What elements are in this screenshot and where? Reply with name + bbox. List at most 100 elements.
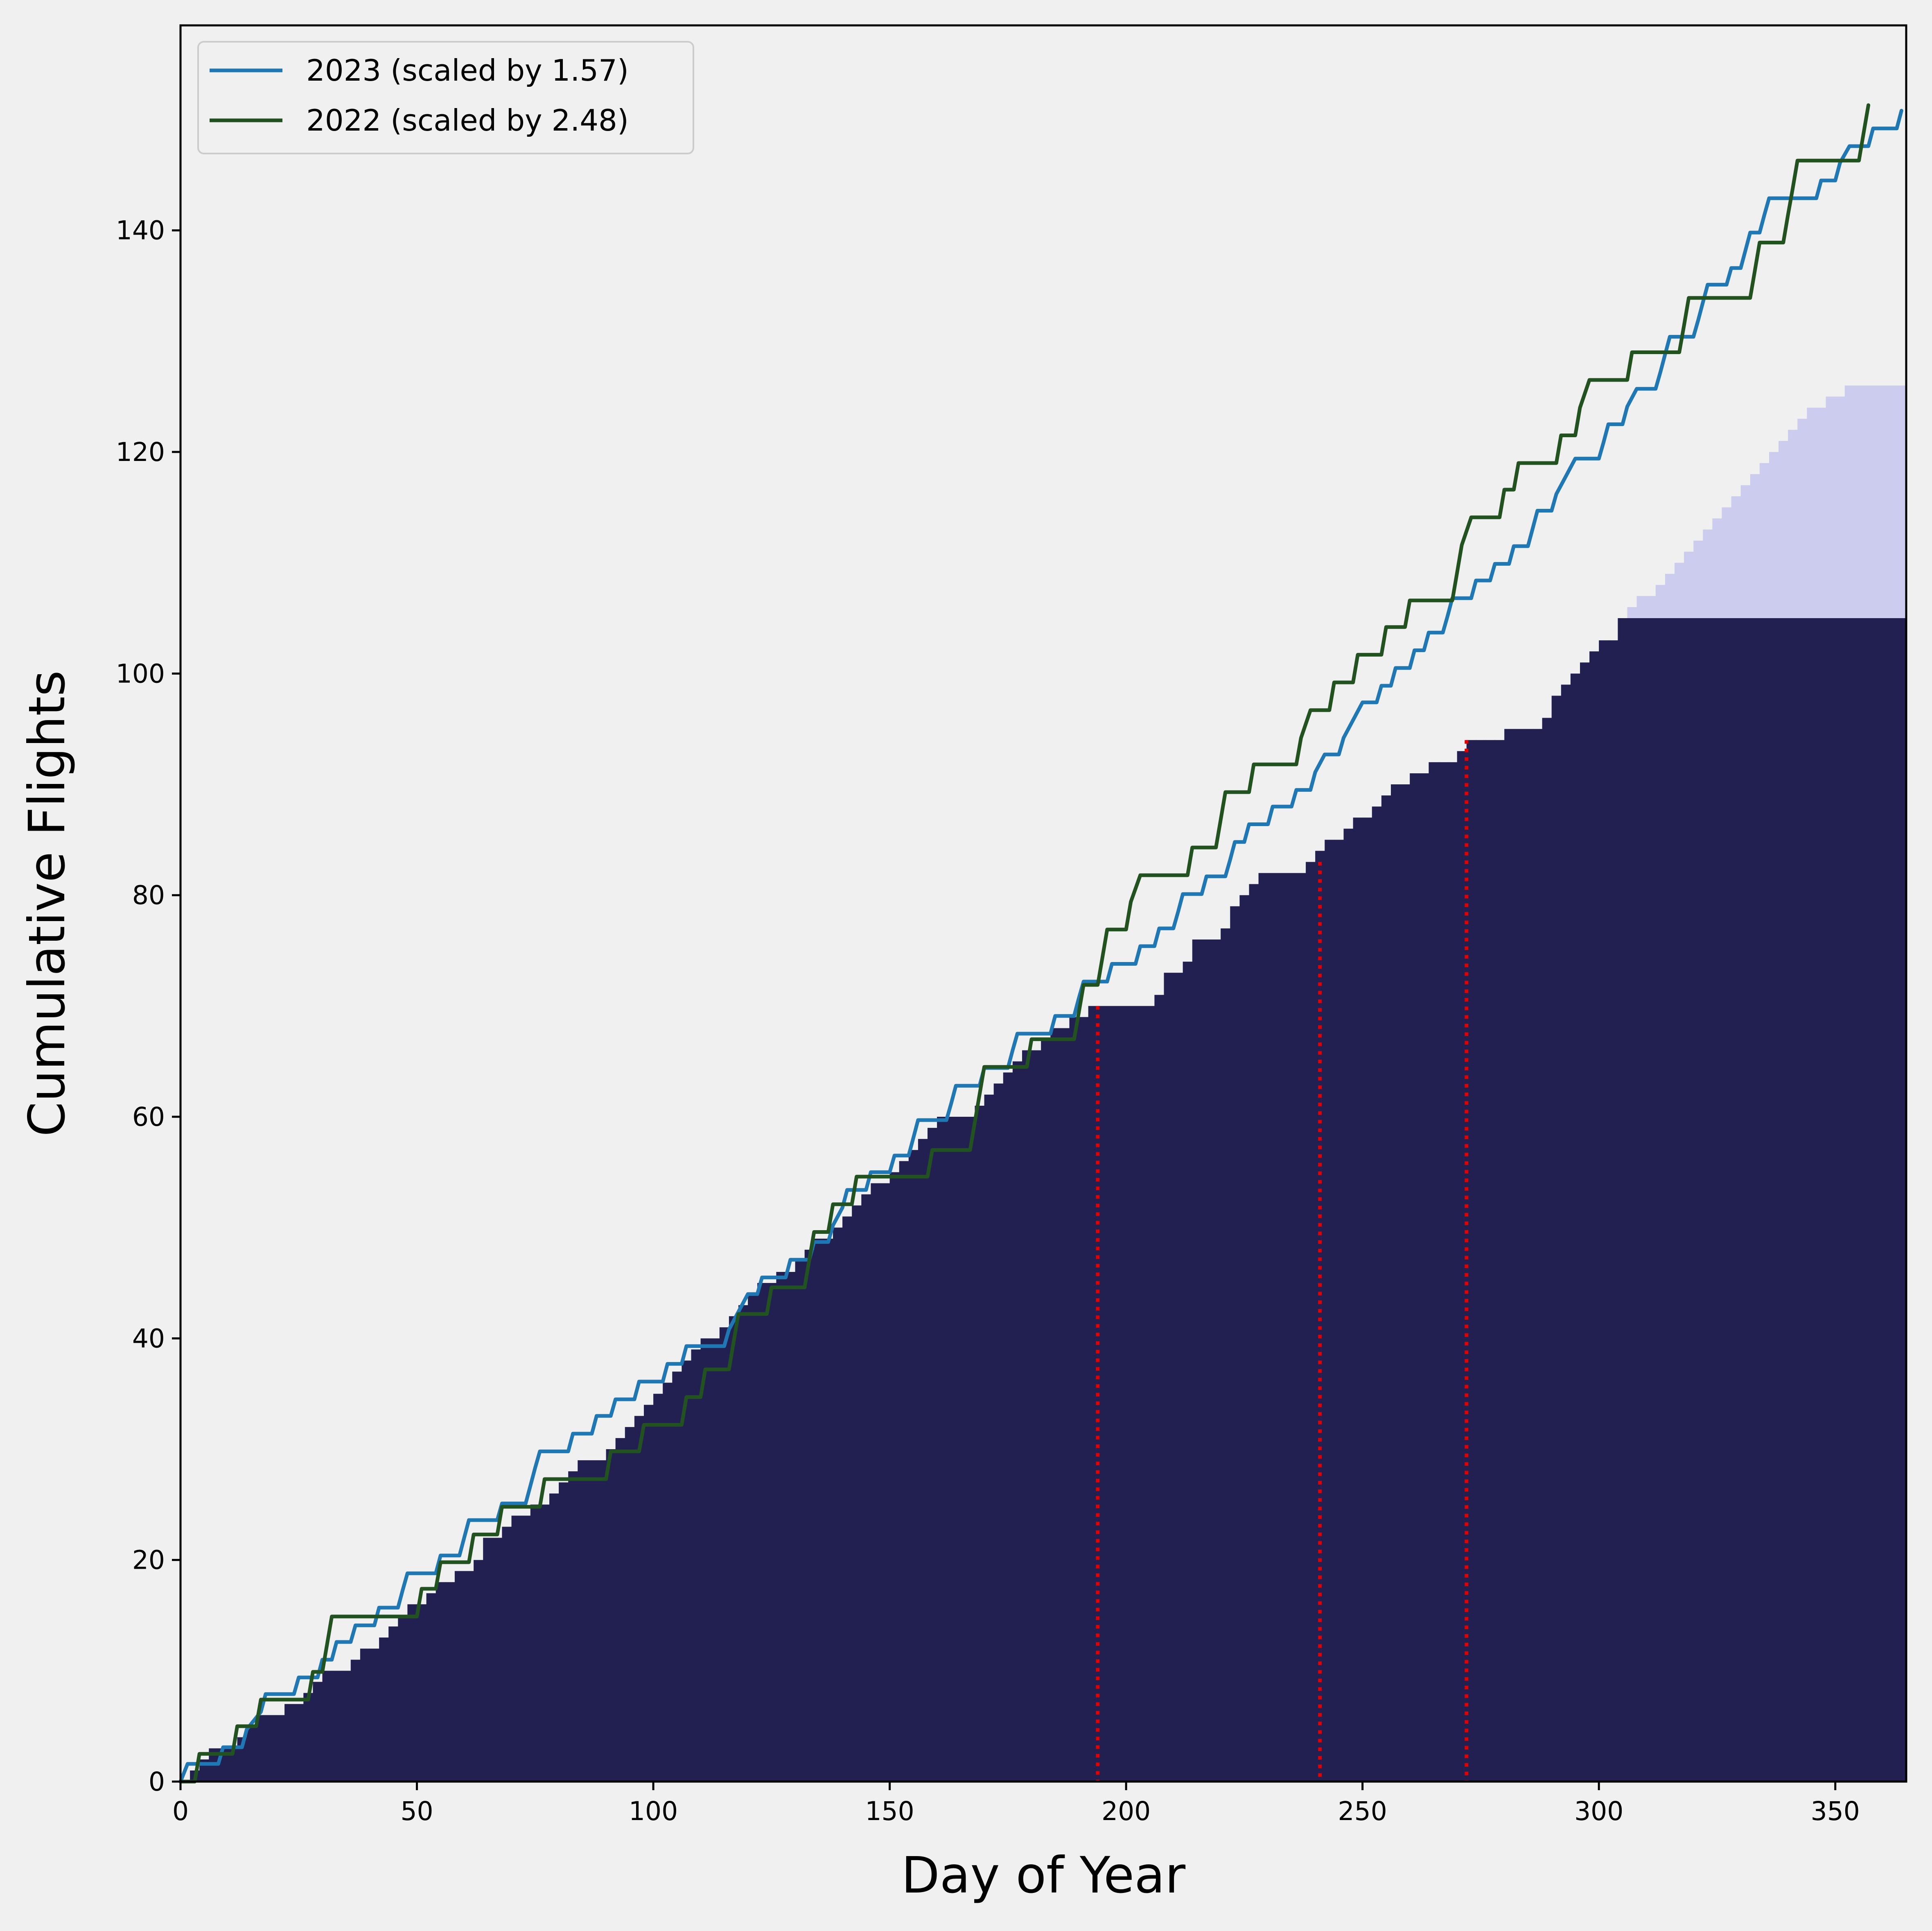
fill-bar xyxy=(1381,795,1391,1782)
x-axis-ticks: 0 50 100 150 200 250 300 350 xyxy=(172,1782,1860,1826)
fill-bar xyxy=(568,1471,578,1782)
fill-bar xyxy=(360,1649,370,1782)
plot-frame xyxy=(179,24,1907,1783)
fill-bar xyxy=(417,1604,427,1782)
fill-bar xyxy=(852,1205,862,1782)
fill-bar xyxy=(1429,762,1439,1782)
fill-bar xyxy=(710,1338,720,1782)
fill-bar xyxy=(700,1338,711,1782)
fill-bar xyxy=(975,1106,985,1782)
x-tick-label: 150 xyxy=(865,1796,914,1826)
x-tick-label: 350 xyxy=(1811,1796,1860,1826)
fill-bar xyxy=(1882,618,1893,1782)
fill-bar xyxy=(748,1294,758,1782)
fill-bar xyxy=(1362,818,1372,1782)
legend: 2023 (scaled by 1.57) 2022 (scaled by 2.… xyxy=(197,41,694,154)
fill-bar xyxy=(823,1238,833,1782)
fill-bar xyxy=(1580,662,1590,1782)
fill-bar xyxy=(454,1571,465,1782)
fill-bar xyxy=(757,1283,767,1782)
fill-bar xyxy=(587,1460,597,1782)
fill-bar xyxy=(398,1615,408,1782)
fill-bar xyxy=(1485,740,1495,1782)
fill-bar xyxy=(1854,618,1864,1782)
fill-bar xyxy=(1419,773,1429,1782)
series-lines xyxy=(178,103,1903,1784)
fill-bar xyxy=(1835,618,1845,1782)
x-axis-label: Day of Year xyxy=(901,1846,1186,1904)
fill-bar xyxy=(1012,1061,1022,1782)
fill-bar xyxy=(1041,1039,1051,1782)
fill-bar xyxy=(388,1626,399,1782)
fill-bar xyxy=(1542,718,1552,1782)
fill-bar xyxy=(426,1593,436,1782)
fill-bar xyxy=(511,1515,521,1782)
fill-bar xyxy=(1457,751,1467,1782)
fill-bar xyxy=(984,1094,994,1782)
fill-bar xyxy=(1636,618,1647,1782)
fill-bar xyxy=(767,1283,777,1782)
fill-bar xyxy=(1864,618,1873,1782)
fill-bar xyxy=(313,1682,323,1782)
fill-bar xyxy=(814,1238,824,1782)
fill-bar xyxy=(1589,651,1599,1782)
fill-bar xyxy=(1788,618,1798,1782)
fill-bar xyxy=(1192,940,1202,1782)
fill-bar xyxy=(795,1260,805,1782)
x-tick-label: 200 xyxy=(1101,1796,1151,1826)
fill-bar xyxy=(1410,773,1420,1782)
fill-bar xyxy=(956,1117,966,1782)
fill-bar xyxy=(228,1748,238,1782)
fill-bar xyxy=(785,1272,796,1782)
fill-bar xyxy=(1145,1006,1155,1782)
fill-bar xyxy=(880,1183,890,1782)
fill-bar xyxy=(1816,618,1826,1782)
x-tick-label: 300 xyxy=(1574,1796,1623,1826)
fill-bar xyxy=(1107,1006,1117,1782)
cumulative-fills xyxy=(190,385,1907,1782)
fill-bar xyxy=(1277,873,1287,1782)
fill-bar xyxy=(1551,696,1562,1782)
y-axis-ticks: 0 20 40 60 80 100 120 140 xyxy=(116,216,181,1797)
fill-bar xyxy=(322,1671,332,1782)
fill-bar xyxy=(1353,818,1363,1782)
fill-bar xyxy=(1675,618,1684,1782)
fill-bar xyxy=(672,1371,682,1782)
fill-bar xyxy=(1769,618,1779,1782)
fill-bar xyxy=(1523,729,1533,1782)
fill-bar xyxy=(1561,684,1571,1782)
fill-bar xyxy=(1126,1006,1136,1782)
fill-bar xyxy=(1173,973,1183,1782)
fill-bar xyxy=(379,1637,389,1782)
fill-bar xyxy=(530,1504,540,1782)
fill-bar xyxy=(1239,895,1250,1782)
fill-bar xyxy=(332,1671,342,1782)
fill-bar xyxy=(1466,740,1476,1782)
fill-bar xyxy=(776,1272,786,1782)
fill-bar xyxy=(1892,618,1902,1782)
series-line-1 xyxy=(178,103,1871,1784)
fill-bar xyxy=(1097,1006,1108,1782)
fill-bar xyxy=(596,1460,607,1782)
fill-bar xyxy=(1230,906,1240,1782)
fill-bar xyxy=(294,1704,304,1782)
fill-bar xyxy=(1286,873,1297,1782)
fill-bar xyxy=(436,1582,446,1782)
fill-bar xyxy=(634,1416,644,1782)
legend-entry-2022: 2022 (scaled by 2.48) xyxy=(210,103,629,138)
legend-label-2023: 2023 (scaled by 1.57) xyxy=(306,53,629,88)
y-tick-label: 140 xyxy=(116,216,165,246)
fill-bar xyxy=(1712,618,1722,1782)
y-tick-label: 0 xyxy=(149,1767,165,1797)
fill-bar xyxy=(1447,762,1458,1782)
fill-bar xyxy=(918,1139,928,1782)
fill-bar xyxy=(738,1305,748,1782)
fill-bar xyxy=(578,1460,588,1782)
fill-bar xyxy=(1391,784,1401,1782)
legend-box xyxy=(197,41,694,154)
fill-bar xyxy=(265,1715,275,1782)
fill-bar xyxy=(1693,618,1704,1782)
fill-bar xyxy=(644,1405,654,1782)
milestone-markers xyxy=(1096,740,1469,1782)
fill-bar xyxy=(1438,762,1448,1782)
